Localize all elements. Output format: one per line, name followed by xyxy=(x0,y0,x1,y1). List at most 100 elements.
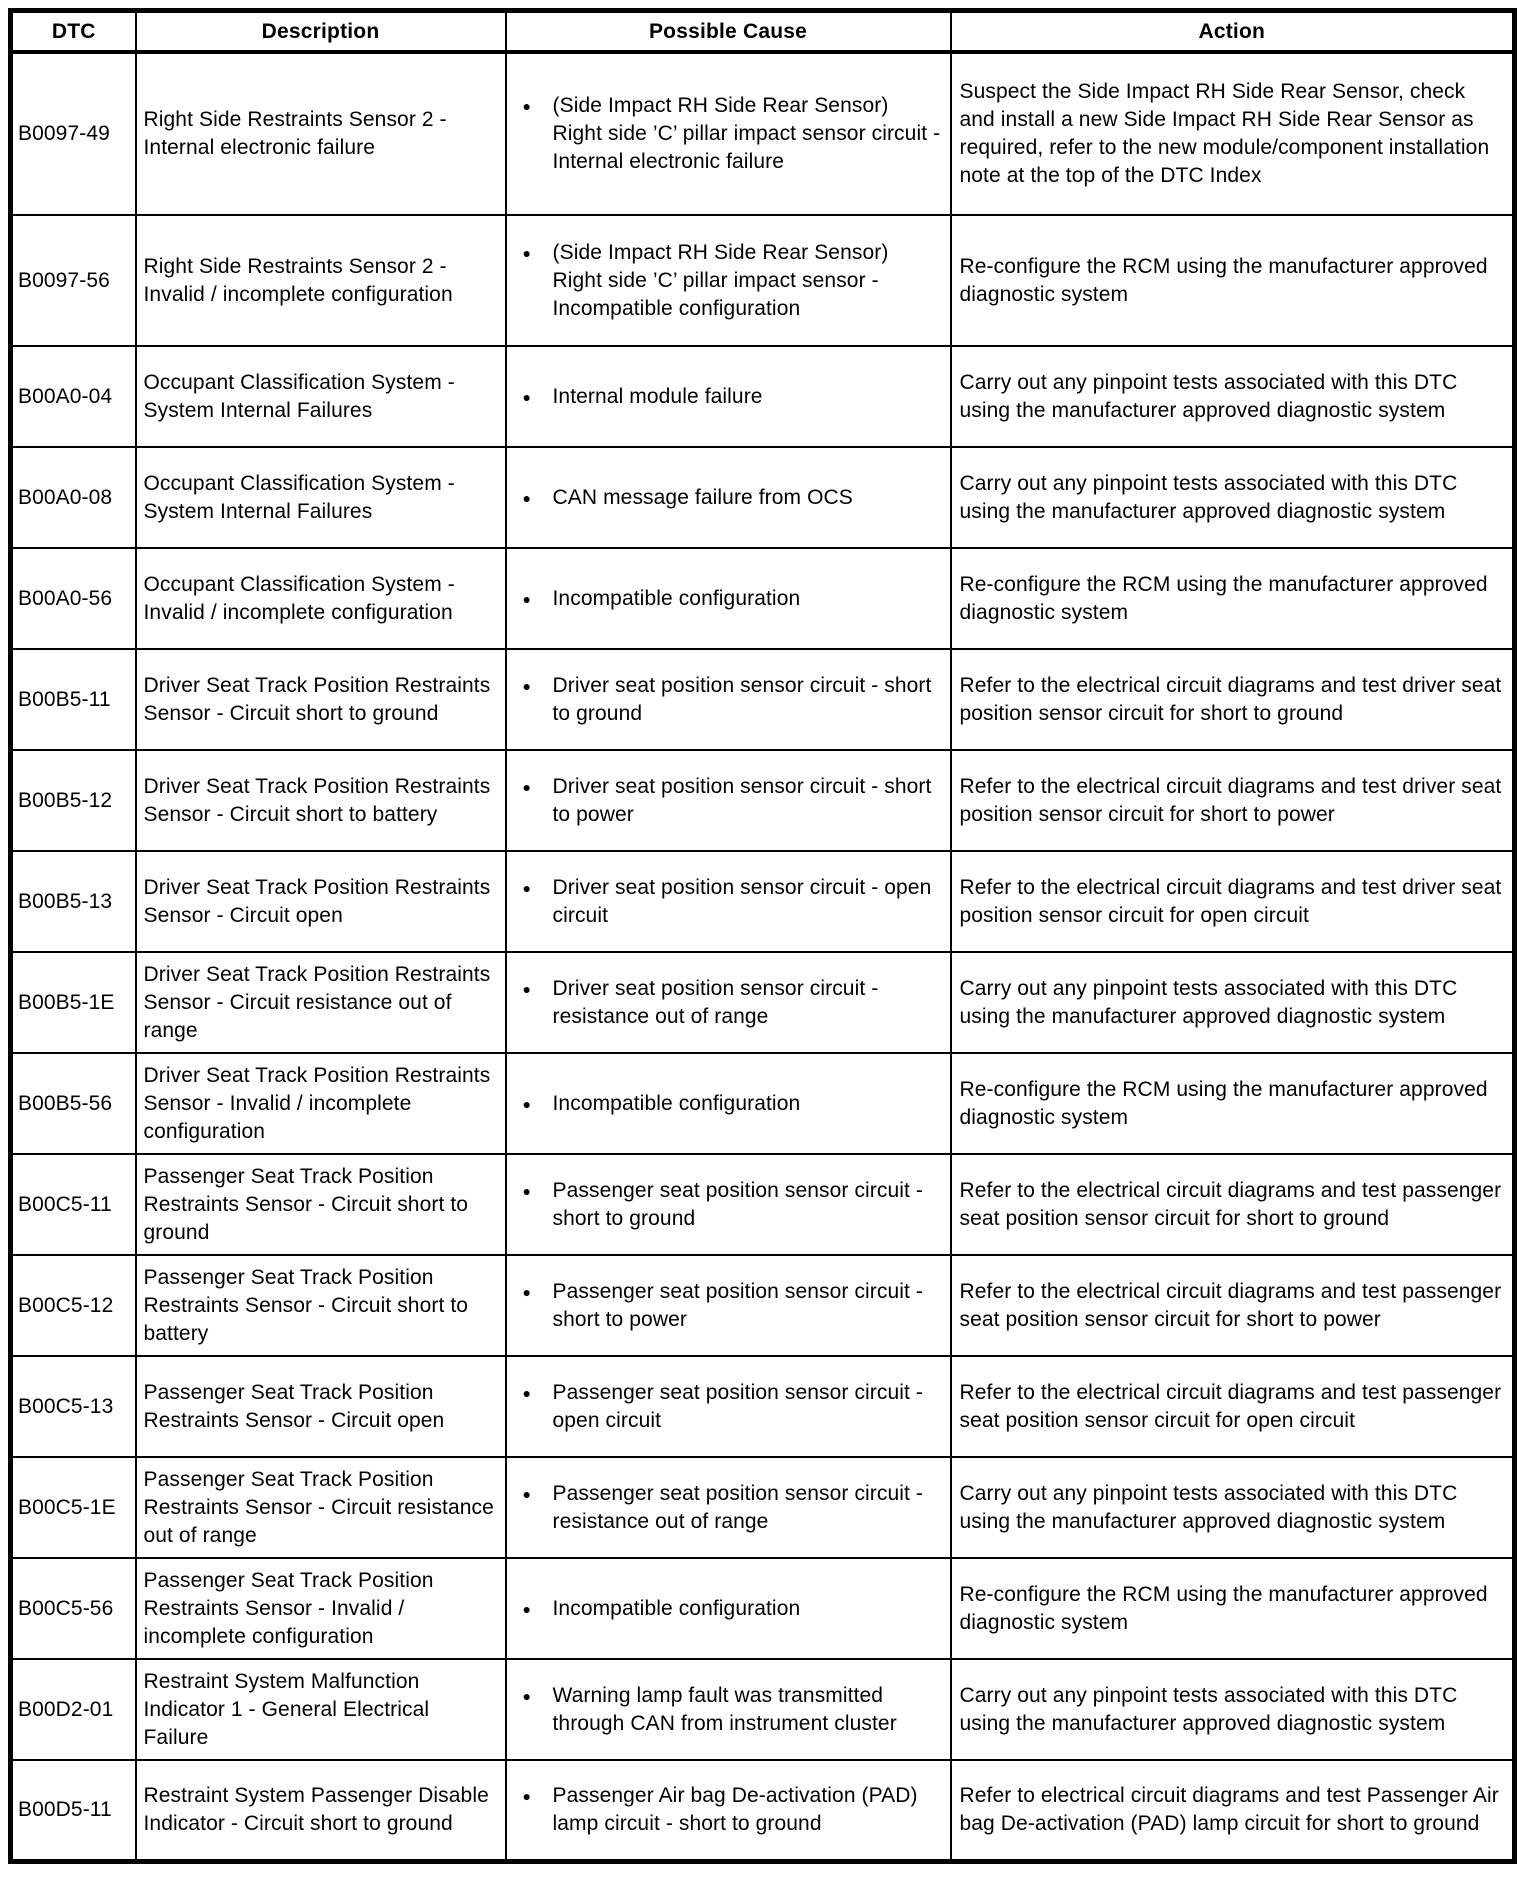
dtc-code-cell: B00A0-08 xyxy=(9,446,137,549)
description-cell: Occupant Classification System - System … xyxy=(134,345,507,448)
bullet-icon: ● xyxy=(522,1687,532,1704)
bullet-icon: ● xyxy=(522,1182,532,1199)
possible-cause-item: ● Internal module failure xyxy=(508,383,944,411)
bullet-icon: ● xyxy=(522,1283,532,1300)
possible-cause-cell: ● Driver seat position sensor circuit - … xyxy=(504,749,952,852)
table-row: B0097-56 Right Side Restraints Sensor 2 … xyxy=(9,214,1516,347)
dtc-code-cell: B00B5-56 xyxy=(9,1052,137,1155)
possible-cause-cell: ● Passenger Air bag De-activation (PAD) … xyxy=(504,1759,952,1862)
description-cell: Passenger Seat Track Position Restraints… xyxy=(134,1355,507,1458)
description-cell: Occupant Classification System - System … xyxy=(134,446,507,549)
action-cell: Carry out any pinpoint tests associated … xyxy=(949,446,1516,549)
possible-cause-text: Incompatible configuration xyxy=(552,586,801,610)
description-cell: Restraint System Passenger Disable Indic… xyxy=(134,1759,507,1862)
possible-cause-text: Driver seat position sensor circuit - sh… xyxy=(552,774,932,826)
dtc-code-cell: B00C5-12 xyxy=(9,1254,137,1357)
possible-cause-item: ● Passenger Air bag De-activation (PAD) … xyxy=(508,1782,944,1838)
possible-cause-text: Passenger seat position sensor circuit -… xyxy=(552,1279,924,1331)
bullet-icon: ● xyxy=(522,677,532,694)
table-row: B00B5-1E Driver Seat Track Position Rest… xyxy=(9,951,1516,1054)
possible-cause-text: Incompatible configuration xyxy=(552,1091,801,1115)
possible-cause-item: ● Warning lamp fault was transmitted thr… xyxy=(508,1682,944,1738)
action-cell: Refer to electrical circuit diagrams and… xyxy=(949,1759,1516,1862)
table-row: B00B5-13 Driver Seat Track Position Rest… xyxy=(9,850,1516,953)
action-cell: Refer to the electrical circuit diagrams… xyxy=(949,850,1516,953)
possible-cause-text: Passenger seat position sensor circuit -… xyxy=(552,1481,924,1533)
bullet-icon: ● xyxy=(522,489,532,506)
possible-cause-text: (Side Impact RH Side Rear Sensor) Right … xyxy=(552,94,941,173)
table-row: B00A0-04 Occupant Classification System … xyxy=(9,345,1516,448)
table-row: B00A0-56 Occupant Classification System … xyxy=(9,547,1516,650)
description-cell: Passenger Seat Track Position Restraints… xyxy=(134,1153,507,1256)
dtc-code-cell: B00B5-11 xyxy=(9,648,137,751)
possible-cause-cell: ● Passenger seat position sensor circuit… xyxy=(504,1355,952,1458)
possible-cause-cell: ● Driver seat position sensor circuit - … xyxy=(504,648,952,751)
table-header-row: DTC Description Possible Cause Action xyxy=(9,9,1516,54)
possible-cause-text: Internal module failure xyxy=(552,384,763,408)
possible-cause-cell: ● Incompatible configuration xyxy=(504,1052,952,1155)
possible-cause-item: ● Driver seat position sensor circuit - … xyxy=(508,975,944,1031)
bullet-icon: ● xyxy=(522,388,532,405)
action-cell: Re-configure the RCM using the manufactu… xyxy=(949,1557,1516,1660)
bullet-icon: ● xyxy=(522,590,532,607)
table-body: B0097-49 Right Side Restraints Sensor 2 … xyxy=(9,51,1516,1862)
possible-cause-cell: ● CAN message failure from OCS xyxy=(504,446,952,549)
possible-cause-cell: ● Passenger seat position sensor circuit… xyxy=(504,1456,952,1559)
action-cell: Re-configure the RCM using the manufactu… xyxy=(949,547,1516,650)
dtc-code-cell: B00B5-12 xyxy=(9,749,137,852)
possible-cause-cell: ● Incompatible configuration xyxy=(504,547,952,650)
possible-cause-item: ● CAN message failure from OCS xyxy=(508,484,944,512)
bullet-icon: ● xyxy=(522,1384,532,1401)
action-cell: Refer to the electrical circuit diagrams… xyxy=(949,749,1516,852)
possible-cause-item: ● Passenger seat position sensor circuit… xyxy=(508,1278,944,1334)
possible-cause-text: CAN message failure from OCS xyxy=(552,485,853,509)
possible-cause-cell: ● Passenger seat position sensor circuit… xyxy=(504,1254,952,1357)
column-header-action: Action xyxy=(949,9,1516,54)
bullet-icon: ● xyxy=(522,980,532,997)
description-cell: Passenger Seat Track Position Restraints… xyxy=(134,1254,507,1357)
dtc-code-cell: B00C5-11 xyxy=(9,1153,137,1256)
bullet-icon: ● xyxy=(522,1485,532,1502)
description-cell: Driver Seat Track Position Restraints Se… xyxy=(134,648,507,751)
action-cell: Refer to the electrical circuit diagrams… xyxy=(949,648,1516,751)
description-cell: Occupant Classification System - Invalid… xyxy=(134,547,507,650)
possible-cause-text: Warning lamp fault was transmitted throu… xyxy=(552,1683,897,1735)
table-header: DTC Description Possible Cause Action xyxy=(9,9,1516,54)
dtc-code-cell: B00A0-56 xyxy=(9,547,137,650)
dtc-code-cell: B00B5-13 xyxy=(9,850,137,953)
bullet-icon: ● xyxy=(522,879,532,896)
column-header-dtc: DTC xyxy=(9,9,137,54)
column-header-possible-cause: Possible Cause xyxy=(504,9,952,54)
table-row: B00C5-12 Passenger Seat Track Position R… xyxy=(9,1254,1516,1357)
table-row: B00A0-08 Occupant Classification System … xyxy=(9,446,1516,549)
possible-cause-item: ● Incompatible configuration xyxy=(508,1595,944,1623)
description-cell: Passenger Seat Track Position Restraints… xyxy=(134,1557,507,1660)
possible-cause-item: ● Driver seat position sensor circuit - … xyxy=(508,874,944,930)
dtc-code-cell: B00A0-04 xyxy=(9,345,137,448)
dtc-code-cell: B00B5-1E xyxy=(9,951,137,1054)
description-cell: Restraint System Malfunction Indicator 1… xyxy=(134,1658,507,1761)
possible-cause-item: ● Driver seat position sensor circuit - … xyxy=(508,773,944,829)
table-row: B00B5-56 Driver Seat Track Position Rest… xyxy=(9,1052,1516,1155)
dtc-code-cell: B00C5-13 xyxy=(9,1355,137,1458)
action-cell: Refer to the electrical circuit diagrams… xyxy=(949,1355,1516,1458)
possible-cause-item: ● (Side Impact RH Side Rear Sensor) Righ… xyxy=(508,92,944,176)
possible-cause-item: ● Passenger seat position sensor circuit… xyxy=(508,1480,944,1536)
dtc-code-cell: B00D2-01 xyxy=(9,1658,137,1761)
description-cell: Right Side Restraints Sensor 2 - Interna… xyxy=(134,51,507,216)
description-cell: Driver Seat Track Position Restraints Se… xyxy=(134,951,507,1054)
possible-cause-text: Passenger seat position sensor circuit -… xyxy=(552,1380,924,1432)
dtc-code-cell: B0097-56 xyxy=(9,214,137,347)
table-row: B00C5-11 Passenger Seat Track Position R… xyxy=(9,1153,1516,1256)
bullet-icon: ● xyxy=(522,244,532,261)
action-cell: Suspect the Side Impact RH Side Rear Sen… xyxy=(949,51,1516,216)
bullet-icon: ● xyxy=(522,1600,532,1617)
action-cell: Carry out any pinpoint tests associated … xyxy=(949,345,1516,448)
table-row: B00C5-1E Passenger Seat Track Position R… xyxy=(9,1456,1516,1559)
possible-cause-text: Driver seat position sensor circuit - re… xyxy=(552,976,879,1028)
table-row: B00C5-56 Passenger Seat Track Position R… xyxy=(9,1557,1516,1660)
table-row: B00C5-13 Passenger Seat Track Position R… xyxy=(9,1355,1516,1458)
possible-cause-text: Driver seat position sensor circuit - sh… xyxy=(552,673,932,725)
description-cell: Driver Seat Track Position Restraints Se… xyxy=(134,749,507,852)
